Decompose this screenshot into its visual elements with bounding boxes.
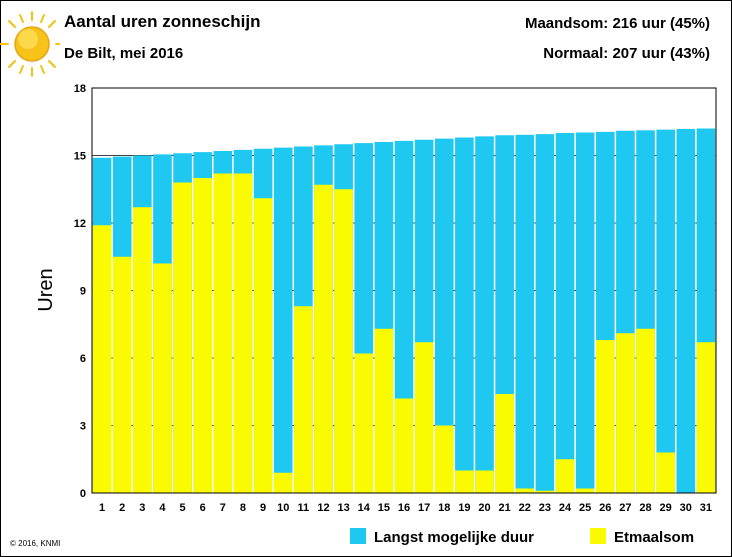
x-tick-label: 8: [240, 502, 246, 514]
x-tick-label: 19: [458, 502, 470, 514]
x-tick-label: 7: [220, 502, 226, 514]
bar-daily-total-day-5: [173, 182, 192, 493]
bar-daily-total-day-2: [112, 256, 132, 493]
bar-daily-total-day-23: [535, 490, 555, 493]
bar-daily-total-day-24: [555, 459, 575, 493]
bar-daily-total-day-10: [273, 472, 293, 493]
x-tick-label: 11: [298, 502, 310, 514]
bar-daily-total-day-13: [334, 189, 353, 493]
chart-title: Aantal uren zonneschijn: [64, 12, 261, 31]
legend-label-daily-total: Etmaalsom: [614, 529, 694, 546]
bar-max-duration-day-29: [656, 129, 675, 493]
bar-daily-total-day-7: [213, 173, 233, 493]
bars: [92, 128, 716, 494]
x-tick-label: 16: [398, 502, 410, 514]
y-tick-label: 12: [74, 218, 86, 230]
legend-label-max-duration: Langst mogelijke duur: [374, 529, 534, 546]
month-total-stat: Maandsom: 216 uur (45%): [524, 15, 710, 32]
x-tick-label: 27: [619, 502, 631, 514]
bar-max-duration-day-19: [455, 137, 474, 493]
x-tick-label: 25: [579, 502, 591, 514]
x-tick-label: 24: [559, 502, 572, 514]
x-tick-label: 14: [358, 502, 371, 514]
bar-max-duration-day-23: [535, 134, 555, 493]
y-tick-label: 9: [80, 286, 86, 298]
x-tick-label: 12: [317, 502, 329, 514]
x-tick-label: 17: [418, 502, 430, 514]
x-tick-label: 1: [99, 502, 105, 514]
x-tick-label: 10: [277, 502, 289, 514]
normal-stat: Normaal: 207 uur (43%): [543, 45, 710, 62]
bar-daily-total-day-14: [354, 353, 374, 493]
chart-subtitle: De Bilt, mei 2016: [64, 45, 184, 62]
x-tick-label: 28: [639, 502, 651, 514]
bar-max-duration-day-20: [475, 136, 494, 493]
x-tick-label: 9: [260, 502, 266, 514]
y-tick-label: 0: [80, 488, 86, 500]
plot-area-border: [91, 87, 717, 494]
bar-daily-total-day-17: [414, 342, 434, 493]
x-tick-label: 13: [337, 502, 349, 514]
bar-max-duration-day-24: [555, 133, 575, 493]
legend-swatch-daily-total: [590, 528, 606, 544]
legend: Langst mogelijke duur Etmaalsom: [350, 528, 694, 546]
bar-daily-total-day-31: [696, 342, 716, 493]
bar-daily-total-day-8: [233, 173, 253, 493]
x-tick-label: 31: [700, 502, 712, 514]
bar-daily-total-day-11: [294, 306, 313, 493]
x-tick-label: 30: [680, 502, 692, 514]
y-axis-label: Uren: [35, 268, 57, 311]
bar-max-duration-day-25: [575, 132, 595, 494]
x-tick-label: 29: [660, 502, 672, 514]
bar-daily-total-day-20: [475, 470, 494, 493]
y-tick-label: 3: [80, 421, 86, 433]
x-tick-label: 3: [139, 502, 145, 514]
bar-daily-total-day-25: [575, 488, 595, 493]
x-tick-label: 22: [519, 502, 531, 514]
y-tick-labels: 0 3 6 9 12 15 18: [74, 83, 86, 500]
bar-daily-total-day-16: [394, 398, 414, 493]
sun-icon: [0, 11, 60, 77]
y-tick-label: 15: [74, 151, 86, 163]
bar-daily-total-day-22: [515, 488, 535, 493]
bar-max-duration-day-22: [515, 134, 535, 494]
bar-daily-total-day-29: [656, 452, 675, 493]
x-tick-label: 15: [378, 502, 390, 514]
bar-daily-total-day-27: [616, 333, 635, 493]
bar-daily-total-day-6: [193, 178, 213, 493]
x-tick-label: 18: [438, 502, 450, 514]
legend-swatch-max-duration: [350, 528, 366, 544]
bar-daily-total-day-28: [636, 328, 655, 493]
x-tick-label: 26: [599, 502, 611, 514]
copyright: © 2016, KNMI: [10, 539, 60, 548]
bar-daily-total-day-19: [455, 470, 474, 493]
x-tick-label: 6: [200, 502, 206, 514]
bar-daily-total-day-3: [133, 207, 152, 493]
x-tick-labels: 1 2 3 4 5 6 7 8 9 10 11 12 13 14 15 16 17 18 19 20 21 22 23 24 2…: [99, 502, 712, 514]
bar-daily-total-day-9: [253, 198, 273, 493]
x-tick-label: 2: [119, 502, 125, 514]
bar-max-duration-day-18: [434, 138, 454, 493]
y-tick-label: 6: [80, 353, 86, 365]
bar-daily-total-day-18: [434, 425, 454, 493]
bar-daily-total-day-1: [92, 225, 112, 493]
x-tick-label: 23: [539, 502, 551, 514]
x-tick-label: 5: [180, 502, 186, 514]
y-tick-label: 18: [74, 83, 86, 95]
bar-daily-total-day-12: [314, 184, 333, 493]
bar-daily-total-day-21: [495, 394, 514, 493]
bar-max-duration-day-10: [273, 147, 293, 493]
bar-max-duration-day-30: [676, 128, 696, 493]
bar-daily-total-day-4: [153, 263, 172, 493]
x-tick-label: 20: [478, 502, 490, 514]
bar-daily-total-day-26: [595, 340, 615, 493]
bar-daily-total-day-15: [374, 328, 394, 493]
x-tick-label: 4: [159, 502, 166, 514]
x-tick-label: 21: [499, 502, 511, 514]
